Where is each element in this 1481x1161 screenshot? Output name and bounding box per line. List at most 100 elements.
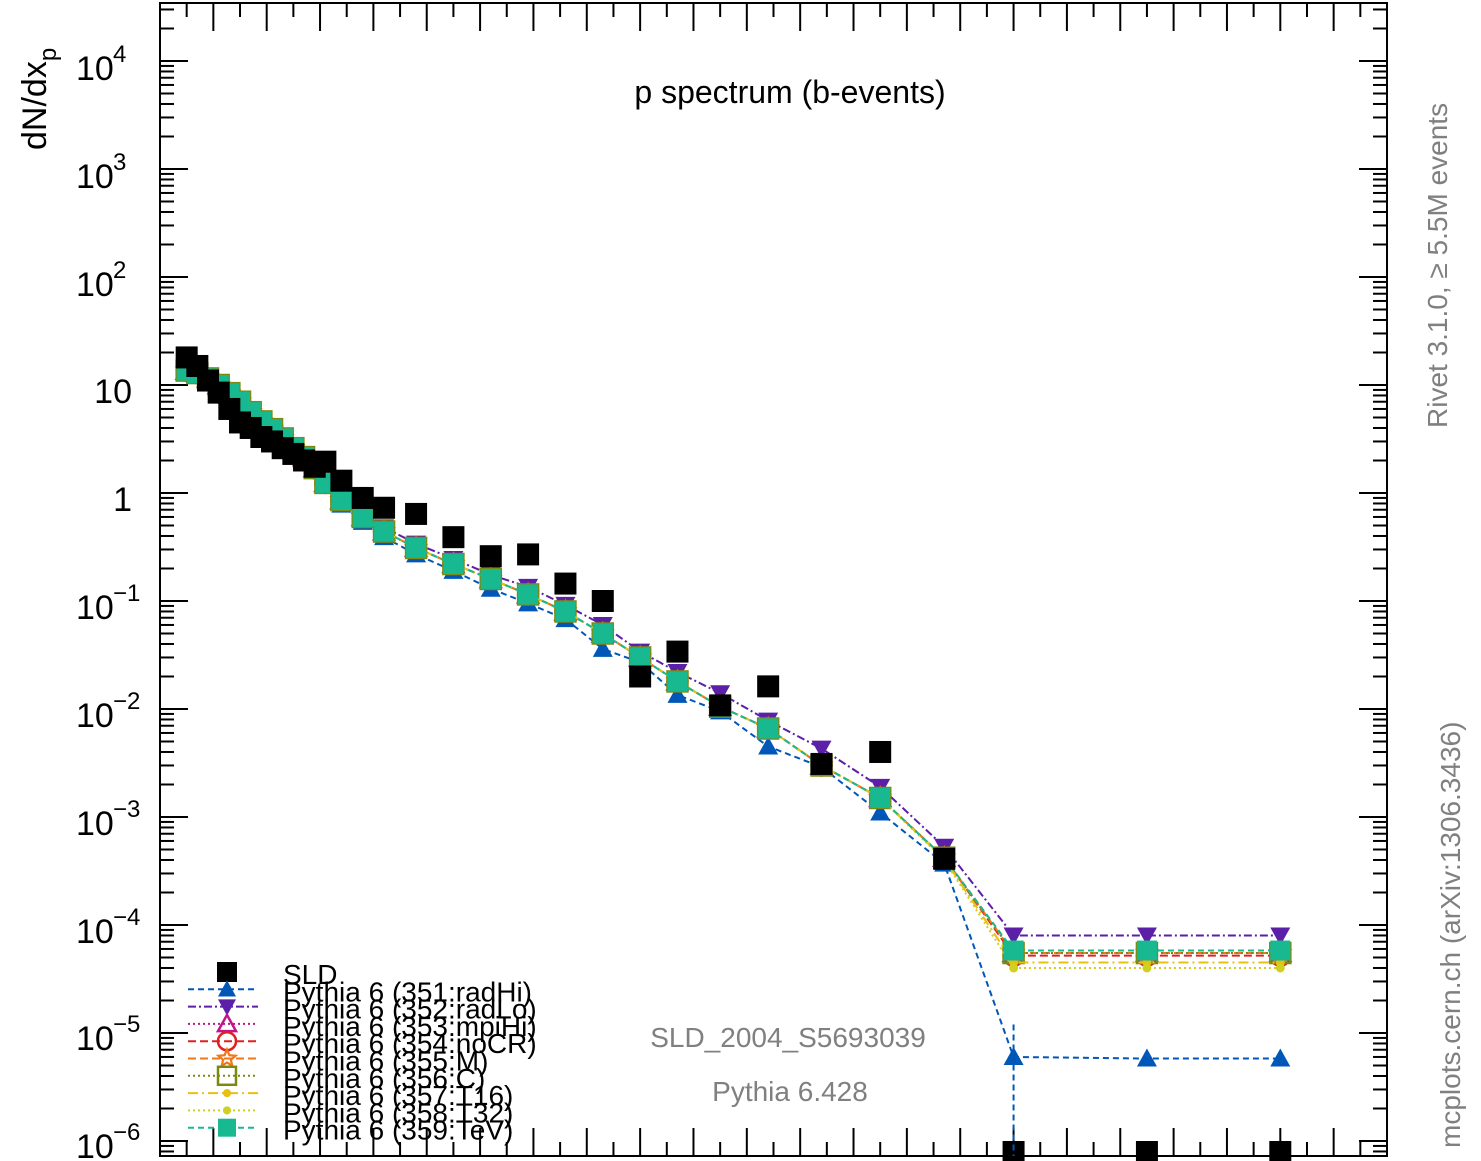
svg-text:3: 3	[113, 149, 126, 176]
legend-item-1: Pythia 6 (351:radHi)	[188, 976, 532, 1007]
analysis-annotation: SLD_2004_S5693039	[650, 1022, 926, 1053]
y-tick-label-1e4: 10 4	[76, 41, 126, 88]
svg-text:−3: −3	[113, 796, 140, 823]
data-point	[869, 740, 892, 763]
legend-label: Pythia 6 (359:TeV)	[283, 1115, 513, 1146]
legend-item-5: Pythia 6 (355:M)	[188, 1046, 488, 1077]
legend-item-8: Pythia 6 (358:T32)	[188, 1097, 513, 1128]
data-point	[592, 638, 613, 657]
y-axis-label: dN/dxp	[16, 48, 62, 150]
series-line	[186, 369, 1281, 957]
svg-text:10: 10	[76, 50, 114, 88]
data-point	[1003, 927, 1024, 946]
data-point	[374, 521, 395, 542]
data-point	[630, 647, 651, 668]
svg-text:−4: −4	[113, 904, 140, 931]
data-point	[629, 665, 652, 688]
data-point	[1003, 940, 1024, 961]
data-point	[709, 694, 732, 717]
series-9	[176, 360, 1291, 961]
legend-marker	[222, 1106, 232, 1115]
data-point	[480, 568, 501, 589]
series-line	[186, 367, 1281, 937]
legend-label: Pythia 6 (353:mpiHi)	[283, 1011, 537, 1042]
y-tick-labels: 10 4 10 3 10 2 10 1 10 −1 10 −2 10 −3 10 −4 10−…	[76, 41, 140, 1161]
data-point	[1142, 963, 1152, 973]
legend-label: Pythia 6 (355:M)	[283, 1046, 488, 1077]
series-line	[186, 369, 1281, 969]
series-3	[174, 358, 1293, 963]
y-tick-label-1e3: 10 3	[76, 149, 126, 196]
data-point	[314, 450, 337, 473]
data-point	[810, 752, 833, 775]
svg-text:10: 10	[76, 589, 114, 627]
data-point	[351, 486, 374, 509]
legend-label: Pythia 6 (354:noCR)	[283, 1028, 537, 1059]
legend-marker	[216, 1065, 238, 1087]
data-point	[555, 601, 576, 622]
y-tick-label-1: 1	[113, 481, 132, 519]
data-point	[1136, 927, 1157, 946]
data-point	[1269, 1141, 1292, 1161]
data-point	[667, 671, 688, 692]
chart-title: p spectrum (b-events)	[634, 74, 945, 110]
data-point	[870, 802, 891, 821]
side-label-bottom: mcplots.cern.ch (arXiv:1306.3436)	[1435, 722, 1466, 1148]
data-point	[1275, 963, 1285, 973]
data-point	[405, 502, 428, 525]
svg-text:−5: −5	[113, 1011, 140, 1038]
series-1	[176, 361, 1291, 1067]
series-8	[182, 366, 1285, 973]
legend-item-7: Pythia 6 (357:T16)	[188, 1080, 513, 1111]
series-line	[186, 369, 1281, 964]
legend-item-4: Pythia 6 (354:noCR)	[188, 1028, 537, 1059]
legend-marker	[217, 962, 237, 982]
legend-marker	[222, 1089, 232, 1098]
side-label-top: Rivet 3.1.0, ≥ 5.5M events	[1422, 103, 1453, 428]
legend-marker	[218, 999, 236, 1016]
y-axis-label-subscript: p	[35, 48, 62, 61]
data-point	[870, 787, 891, 808]
legend-label: SLD	[283, 959, 337, 990]
series-2	[176, 360, 1291, 946]
series-7	[182, 366, 1285, 967]
data-point	[1135, 1141, 1158, 1161]
legend-label: Pythia 6 (352:radLo)	[283, 994, 537, 1025]
data-point	[1136, 940, 1157, 961]
legend-marker	[218, 980, 236, 997]
series-line	[186, 369, 1281, 955]
data-point	[373, 496, 396, 519]
legend-item-2: Pythia 6 (352:radLo)	[188, 994, 537, 1025]
data-point	[591, 590, 614, 612]
y-tick-label-1e-6: 10 −6	[76, 1119, 140, 1161]
y-tick-label-1e-4: 10 −4	[76, 904, 140, 951]
series-5	[174, 357, 1293, 964]
svg-text:10: 10	[76, 1020, 114, 1058]
series-0	[175, 346, 1292, 1161]
svg-text:2: 2	[113, 257, 126, 284]
legend-item-3: Pythia 6 (353:mpiHi)	[188, 1011, 537, 1042]
data-point	[758, 736, 779, 755]
legend-item-9: Pythia 6 (359:TeV)	[188, 1115, 513, 1146]
legend-marker	[218, 1118, 236, 1137]
data-point	[352, 506, 373, 527]
svg-text:10: 10	[76, 805, 114, 843]
data-point	[517, 543, 540, 566]
legend-label: Pythia 6 (351:radHi)	[283, 976, 532, 1007]
data-point	[554, 572, 577, 595]
data-point	[667, 684, 688, 703]
data-point	[315, 472, 336, 493]
data-point	[443, 554, 464, 575]
y-tick-label-1e-2: 10 −2	[76, 688, 140, 735]
data-point	[666, 640, 689, 663]
y-tick-label-1e-3: 10 −3	[76, 796, 140, 843]
series-4	[175, 359, 1292, 967]
data-point	[811, 740, 832, 759]
data-point	[933, 847, 956, 870]
axes	[159, 2, 1388, 1157]
legend-label: Pythia 6 (356:C)	[283, 1063, 485, 1094]
svg-text:−6: −6	[113, 1119, 140, 1146]
data-point	[442, 526, 465, 549]
